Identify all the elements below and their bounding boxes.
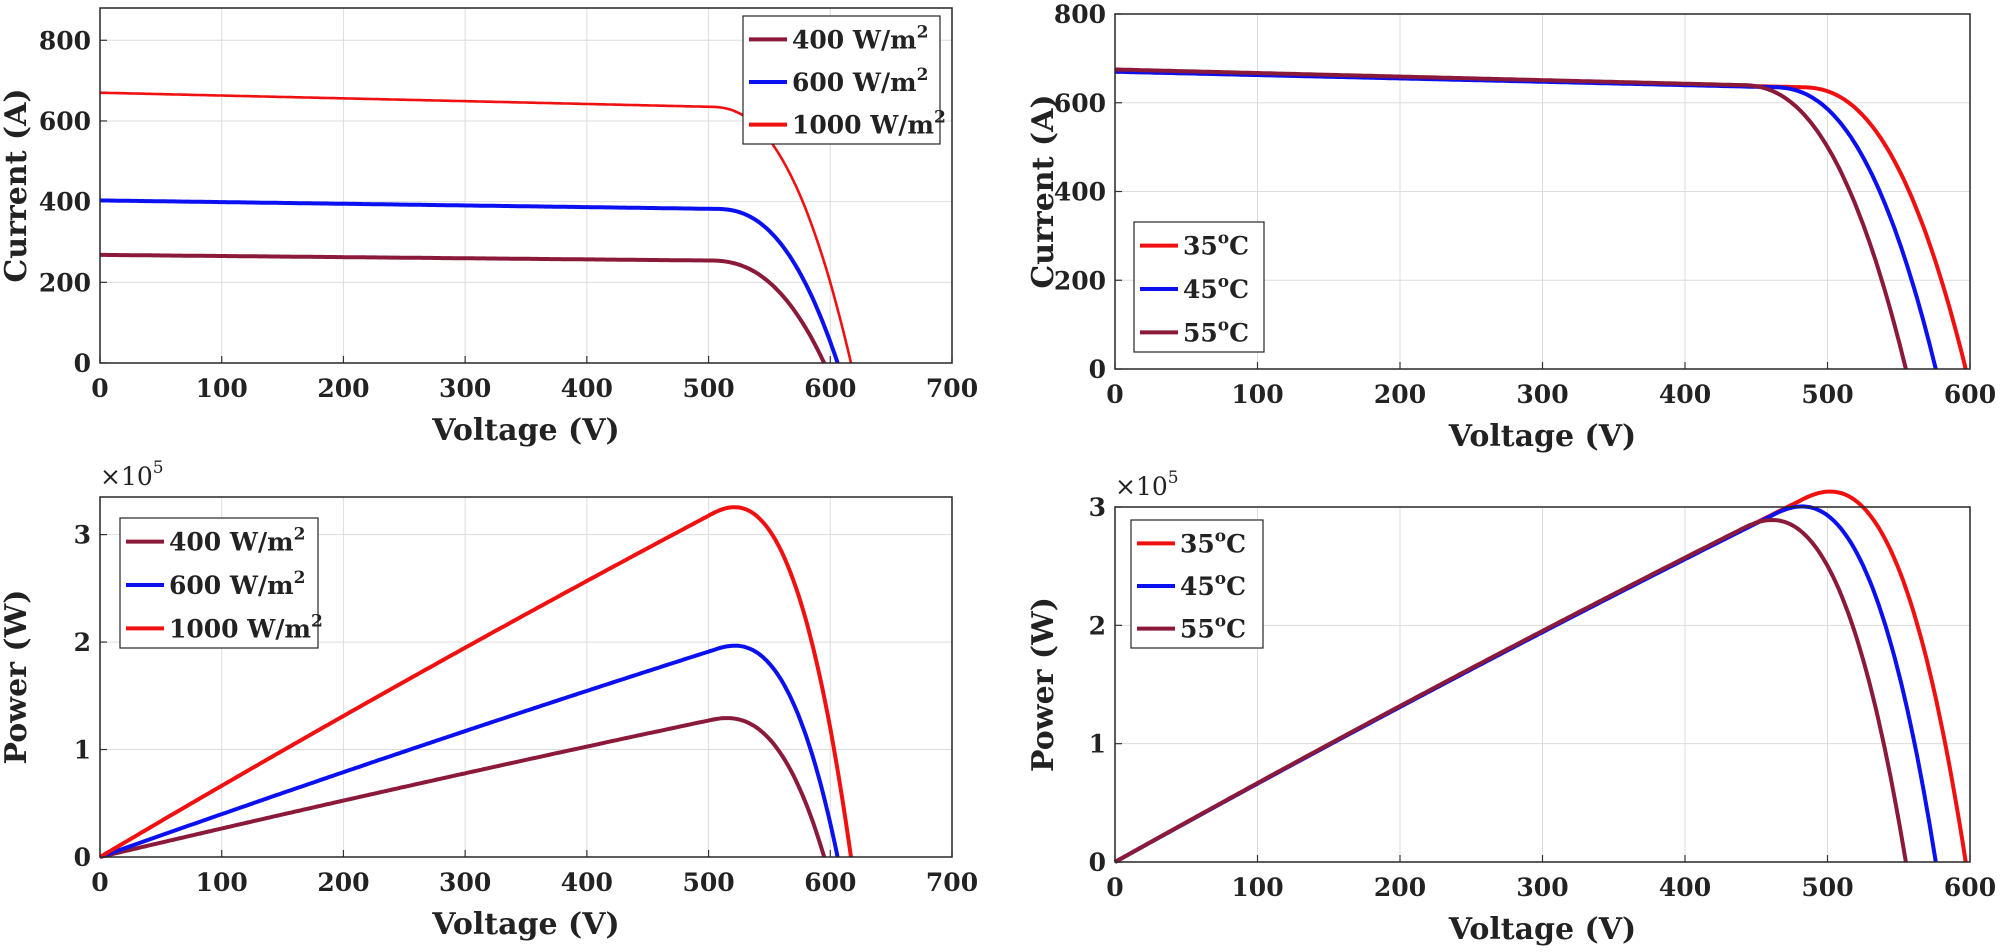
y-tick-label: 1 (1089, 730, 1106, 759)
x-tick-label: 200 (1374, 380, 1426, 409)
legend-label-3: 55oC (1180, 612, 1246, 644)
legend-label-2: 45oC (1180, 569, 1246, 601)
x-tick-label: 0 (1106, 873, 1123, 902)
x-tick-label: 300 (439, 374, 491, 403)
legend-label-1: 400 W/m2 (792, 22, 928, 54)
chart-panel-3: 0 100 200 300 400 500 600 700 0 1 2 3 Voltage (V) Pow… (0, 458, 978, 942)
series-line-2 (99, 643, 840, 859)
x-tick-label: 100 (196, 868, 248, 897)
y-tick-label: 600 (39, 107, 91, 136)
x-tick-label: 0 (91, 374, 108, 403)
legend-label-1: 35oC (1183, 229, 1249, 261)
x-axis-label: Voltage (V) (1448, 419, 1636, 454)
axes-frame (1114, 506, 1971, 863)
axes-frame (99, 7, 953, 364)
x-tick-label: 400 (561, 374, 613, 403)
y-tick-label: 0 (1089, 355, 1106, 384)
x-axis-label: Voltage (V) (431, 907, 619, 942)
y-tick-label: 0 (1089, 848, 1106, 877)
x-tick-label: 200 (317, 868, 369, 897)
series-line-1 (99, 716, 827, 859)
y-tick-label: 400 (1054, 178, 1106, 207)
legend-label-1: 400 W/m2 (169, 525, 305, 557)
x-tick-label: 400 (1659, 873, 1711, 902)
x-axis-label: Voltage (V) (431, 413, 619, 448)
legend: 400 W/m2 600 W/m2 1000 W/m2 (742, 15, 946, 145)
x-tick-label: 600 (804, 374, 856, 403)
axis-multiplier: ×105 (1115, 468, 1179, 501)
x-tick-label: 100 (196, 374, 248, 403)
y-tick-label: 1 (74, 736, 91, 765)
y-axis-label: Current (A) (0, 88, 34, 282)
y-tick-label: 2 (74, 628, 91, 657)
legend: 400 W/m2 600 W/m2 1000 W/m2 (119, 517, 323, 649)
legend-label-2: 600 W/m2 (169, 568, 305, 600)
x-tick-label: 300 (1516, 380, 1568, 409)
y-tick-label: 800 (1054, 0, 1106, 29)
x-tick-label: 500 (682, 374, 734, 403)
x-tick-label: 300 (439, 868, 491, 897)
legend-label-2: 45oC (1183, 272, 1249, 304)
x-tick-label: 100 (1231, 380, 1283, 409)
x-tick-label: 700 (926, 374, 978, 403)
x-tick-label: 600 (804, 868, 856, 897)
x-tick-label: 500 (1801, 380, 1853, 409)
x-axis-label: Voltage (V) (1448, 912, 1636, 947)
y-tick-label: 200 (39, 268, 91, 297)
x-tick-label: 400 (561, 868, 613, 897)
axes-frame (99, 496, 953, 858)
y-tick-label: 600 (1054, 89, 1106, 118)
series-line-3 (99, 91, 853, 364)
y-axis-label: Current (A) (1026, 94, 1061, 288)
x-tick-label: 600 (1944, 873, 1996, 902)
y-tick-label: 0 (74, 349, 91, 378)
chart-panel-4: 0 100 200 300 400 500 600 0 1 2 3 Voltage (V) Power … (1026, 468, 1996, 947)
y-axis-label: Power (W) (1026, 597, 1061, 772)
y-tick-label: 200 (1054, 266, 1106, 295)
legend-label-1: 35oC (1180, 526, 1246, 558)
legend: 35oC 45oC 55oC (1133, 221, 1265, 353)
y-tick-label: 3 (74, 521, 91, 550)
y-tick-label: 3 (1089, 493, 1106, 522)
y-tick-label: 2 (1089, 611, 1106, 640)
x-tick-label: 400 (1659, 380, 1711, 409)
y-tick-label: 400 (39, 188, 91, 217)
x-tick-label: 600 (1944, 380, 1996, 409)
series-line-2 (99, 198, 840, 364)
y-tick-label: 800 (39, 26, 91, 55)
x-tick-label: 300 (1516, 873, 1568, 902)
series-line-3 (1114, 518, 1908, 864)
x-tick-label: 700 (926, 868, 978, 897)
x-tick-label: 0 (91, 868, 108, 897)
series-line-3 (98, 505, 853, 859)
axes-frame (1114, 13, 1971, 370)
legend-label-3: 1000 W/m2 (792, 108, 946, 140)
axis-multiplier: ×105 (100, 458, 164, 491)
x-tick-label: 500 (682, 868, 734, 897)
legend-label-3: 55oC (1183, 315, 1249, 347)
legend-label-2: 600 W/m2 (792, 65, 928, 97)
chart-panel-2: 0 100 200 300 400 500 600 0 200 400 600 800 Voltage … (1026, 0, 1996, 454)
x-tick-label: 0 (1106, 380, 1123, 409)
chart-panel-1: 0 100 200 300 400 500 600 700 0 200 400 600 800 Volta… (0, 7, 978, 448)
series-line-3 (1115, 67, 1908, 370)
x-tick-label: 200 (317, 374, 369, 403)
legend: 35oC 45oC 55oC (1130, 519, 1264, 649)
x-tick-label: 200 (1374, 873, 1426, 902)
x-tick-label: 100 (1231, 873, 1283, 902)
y-tick-label: 0 (74, 843, 91, 872)
legend-label-3: 1000 W/m2 (169, 611, 323, 643)
series-line-1 (100, 252, 827, 364)
y-axis-label: Power (W) (0, 589, 34, 764)
x-tick-label: 500 (1801, 873, 1853, 902)
